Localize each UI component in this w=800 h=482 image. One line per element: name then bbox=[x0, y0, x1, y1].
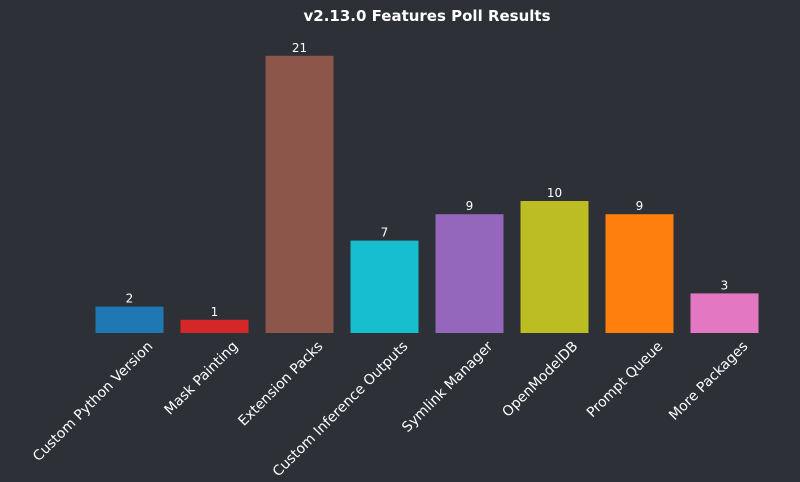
x-tick-label-3: Custom Inference Outputs bbox=[270, 339, 412, 481]
x-tick-label-0: Custom Python Version bbox=[30, 339, 156, 465]
chart-title: v2.13.0 Features Poll Results bbox=[303, 7, 550, 25]
bars-group bbox=[95, 55, 759, 334]
bar-4 bbox=[435, 214, 504, 333]
value-label-1: 1 bbox=[211, 305, 219, 319]
value-label-7: 3 bbox=[721, 278, 729, 292]
bar-3 bbox=[350, 240, 419, 333]
bar-7 bbox=[690, 293, 759, 333]
bar-0 bbox=[95, 306, 164, 333]
bar-6 bbox=[605, 214, 674, 333]
x-tick-label-7: More Packages bbox=[666, 339, 751, 424]
bar-5 bbox=[520, 201, 589, 333]
value-label-3: 7 bbox=[381, 226, 389, 240]
x-tick-label-2: Extension Packs bbox=[235, 339, 326, 430]
x-tick-label-5: OpenModelDB bbox=[499, 339, 581, 421]
x-tick-label-6: Prompt Queue bbox=[584, 339, 666, 421]
bar-2 bbox=[265, 55, 334, 334]
x-tick-label-1: Mask Painting bbox=[162, 339, 242, 419]
value-label-0: 2 bbox=[126, 292, 134, 306]
tick-labels-group: Custom Python Version Mask PaintingExtens… bbox=[30, 338, 751, 480]
value-label-4: 9 bbox=[466, 199, 474, 213]
x-tick-label-4: Symlink Manager bbox=[399, 338, 496, 435]
value-label-5: 10 bbox=[547, 186, 562, 200]
value-label-2: 21 bbox=[292, 41, 307, 55]
value-label-6: 9 bbox=[636, 199, 644, 213]
bar-1 bbox=[180, 319, 249, 333]
